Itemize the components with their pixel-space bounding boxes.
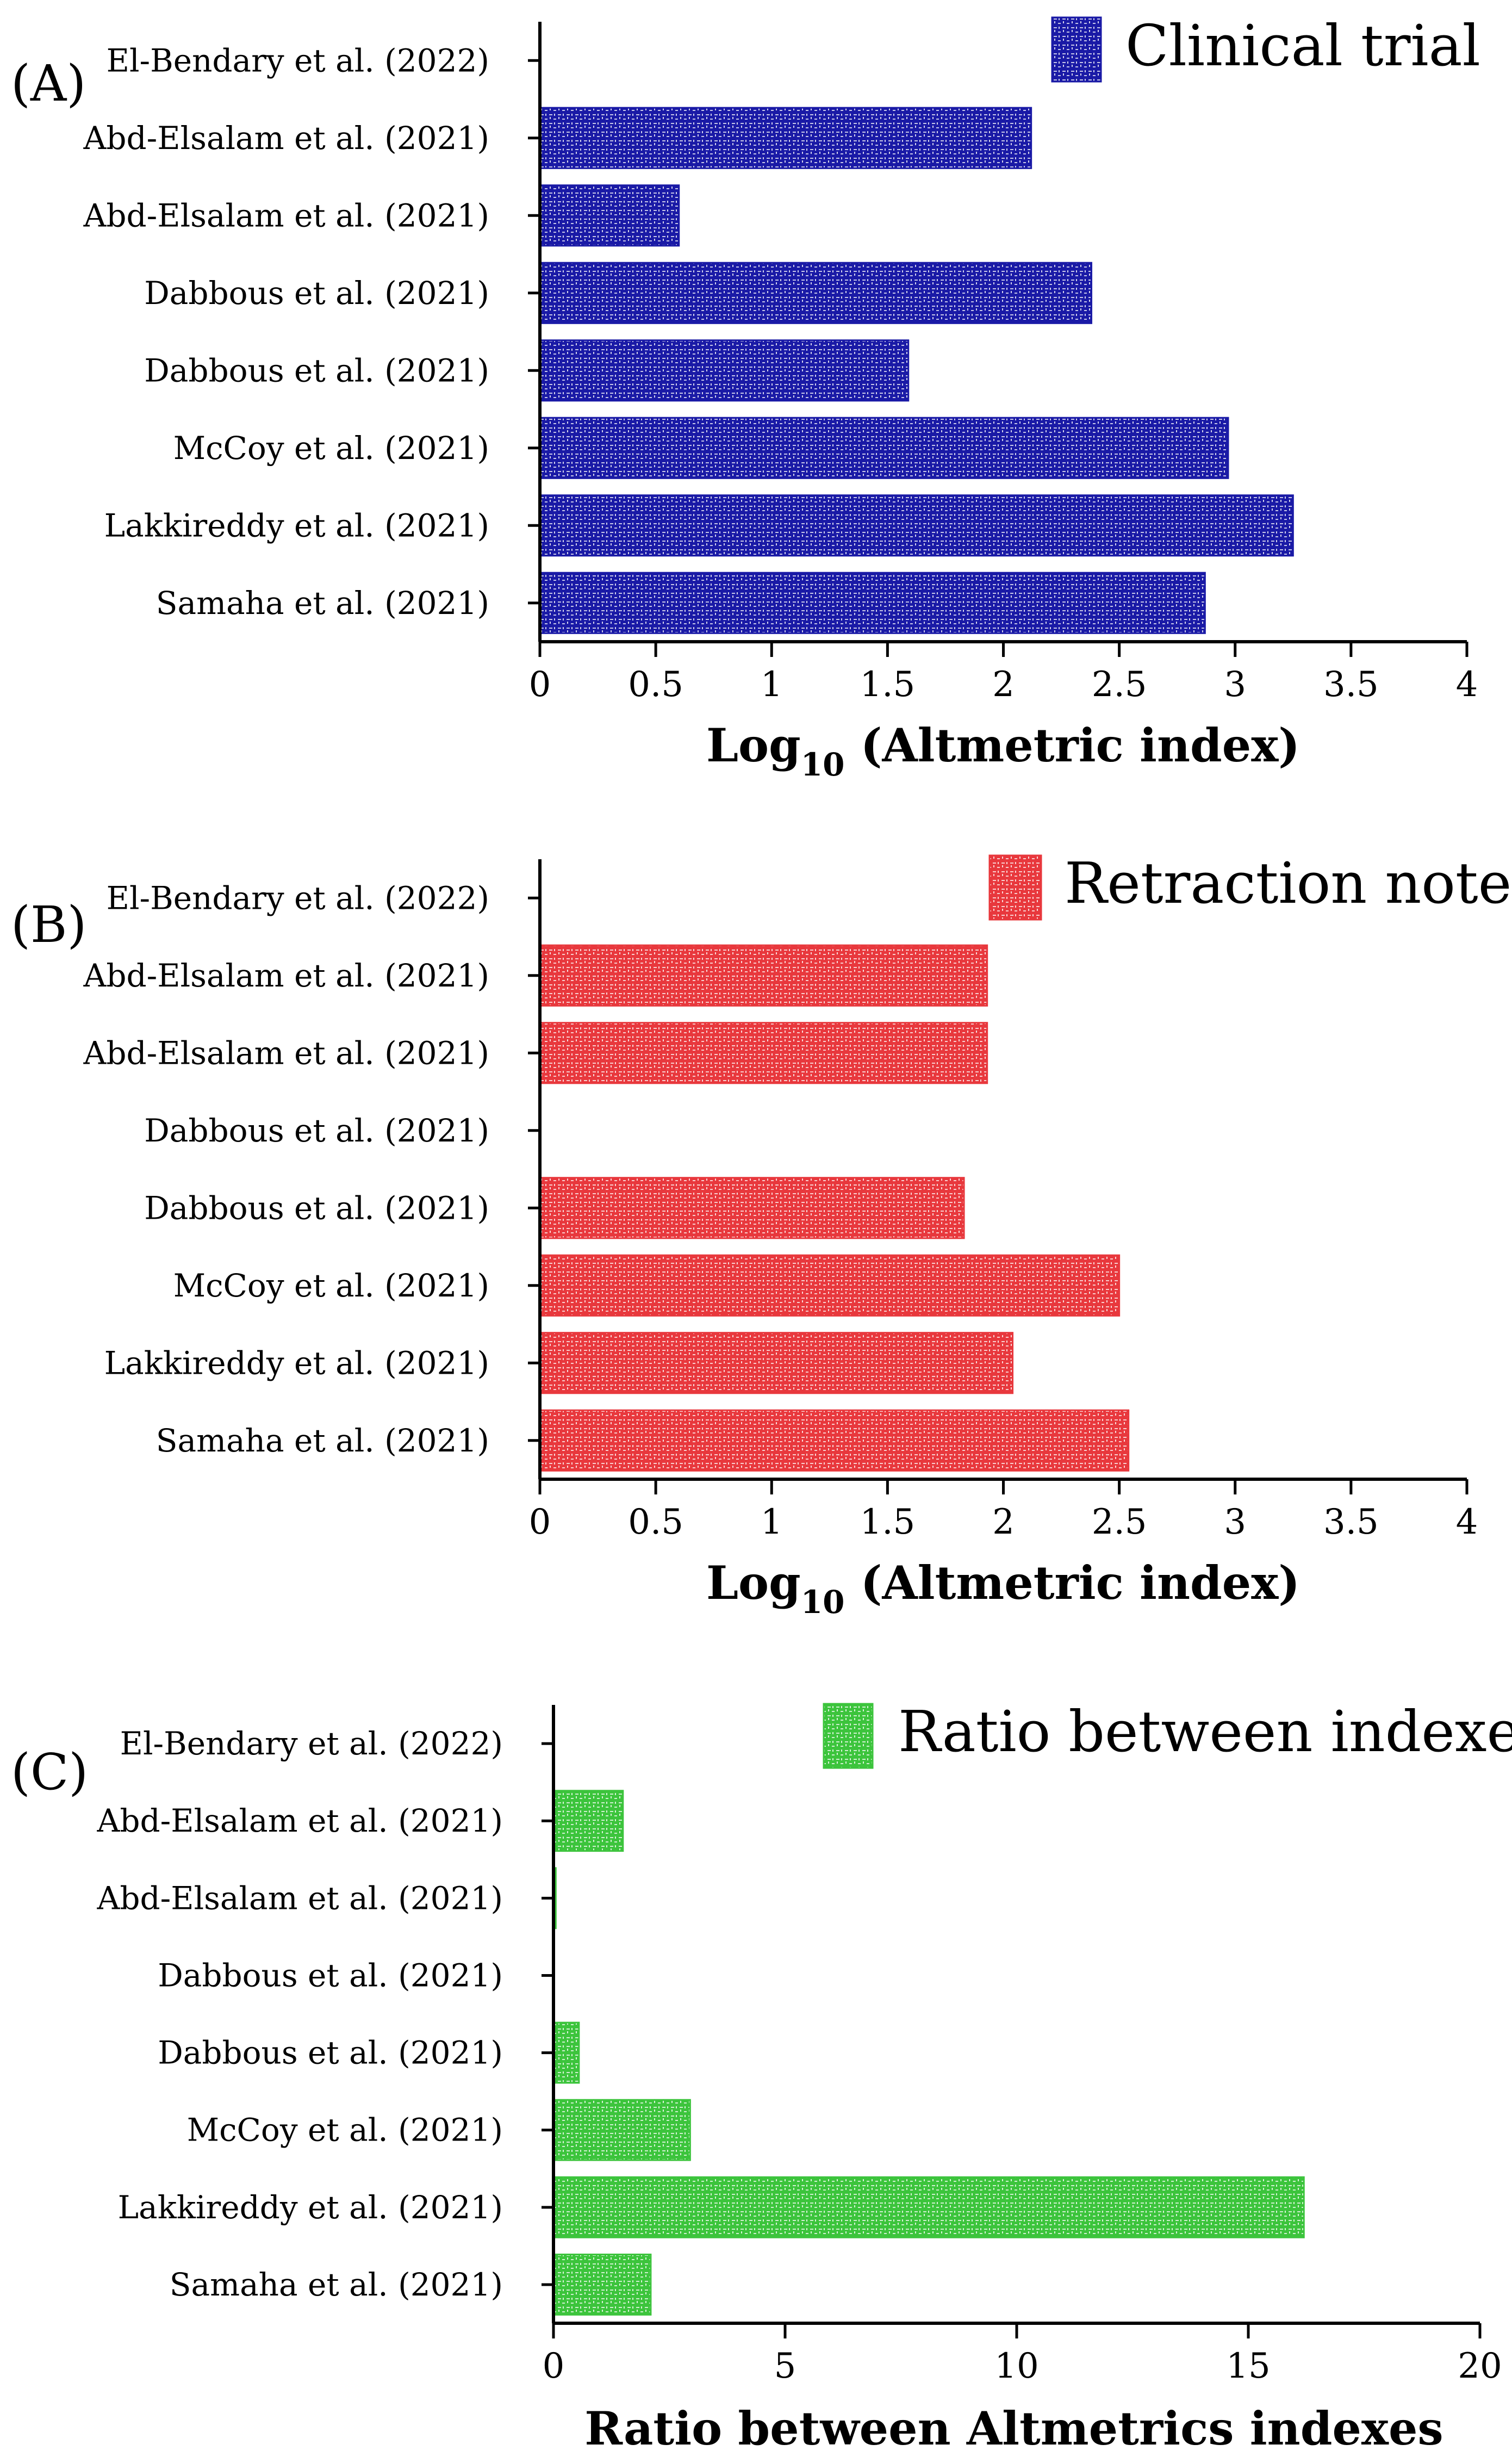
x-tick-label: 0 — [529, 665, 551, 705]
x-tick-label: 2.5 — [1092, 665, 1147, 705]
bar — [552, 2254, 652, 2316]
category-label: McCoy et al. (2021) — [173, 1267, 489, 1304]
legend-swatch — [823, 1703, 874, 1769]
x-tick-label: 0.5 — [628, 1502, 683, 1542]
category-label: Abd-Elsalam et al. (2021) — [83, 120, 489, 157]
legend-swatch — [988, 854, 1042, 921]
panel-label: (A) — [11, 54, 86, 113]
category-label: Dabbous et al. (2021) — [144, 1112, 489, 1149]
x-tick-label: 0 — [543, 2346, 565, 2386]
category-label: Dabbous et al. (2021) — [158, 1957, 503, 1994]
legend-label: Ratio between indexes — [898, 1698, 1512, 1765]
category-label: Abd-Elsalam et al. (2021) — [83, 957, 489, 994]
x-tick-label: 1 — [761, 665, 783, 705]
panel-c: (C) Ratio between indexes El-Bendary et … — [11, 1698, 1512, 2455]
x-tick-label: 1.5 — [860, 1502, 915, 1542]
bar — [552, 2099, 691, 2161]
category-label: Abd-Elsalam et al. (2021) — [97, 1802, 503, 1839]
bar — [539, 1177, 965, 1239]
x-axis-title: Log10 (Altmetric index) — [706, 1556, 1300, 1621]
panel-label: (B) — [11, 896, 86, 954]
x-tick-label: 4 — [1456, 665, 1478, 705]
bar — [539, 184, 680, 247]
x-tick-label: 0.5 — [628, 665, 683, 705]
x-tick-label: 1 — [761, 1502, 783, 1542]
bar — [539, 572, 1206, 634]
legend: Clinical trial — [1051, 13, 1480, 83]
bar — [552, 2176, 1305, 2238]
bar — [539, 944, 988, 1007]
bar — [552, 1790, 624, 1852]
x-tick-label: 0 — [529, 1502, 551, 1542]
x-tick-label: 15 — [1226, 2346, 1270, 2386]
bar — [539, 1409, 1130, 1472]
x-tick-label: 4 — [1456, 1502, 1478, 1542]
x-tick-label: 5 — [774, 2346, 797, 2386]
category-label: McCoy et al. (2021) — [173, 430, 489, 467]
category-label: Samaha et al. (2021) — [156, 585, 489, 622]
bar — [539, 262, 1092, 324]
legend: Retraction note — [988, 850, 1511, 921]
category-label: Lakkireddy et al. (2021) — [104, 1344, 489, 1381]
bar — [552, 2021, 580, 2084]
category-label: Samaha et al. (2021) — [170, 2266, 503, 2303]
panel-label: (C) — [11, 1743, 88, 1801]
x-tick-label: 20 — [1458, 2346, 1502, 2386]
category-label: Abd-Elsalam et al. (2021) — [83, 1034, 489, 1071]
category-label: Samaha et al. (2021) — [156, 1422, 489, 1459]
x-tick-label: 3 — [1224, 1502, 1246, 1542]
category-label: El-Bendary et al. (2022) — [107, 879, 489, 916]
category-label: Dabbous et al. (2021) — [144, 275, 489, 312]
x-axis-title: Log10 (Altmetric index) — [706, 718, 1300, 783]
x-axis-title: Ratio between Altmetrics indexes — [584, 2402, 1443, 2455]
x-tick-label: 3.5 — [1323, 1502, 1379, 1542]
bar — [539, 1254, 1121, 1317]
legend-label: Retraction note — [1065, 850, 1511, 916]
bar — [539, 107, 1032, 169]
bar — [539, 417, 1229, 479]
category-label: Lakkireddy et al. (2021) — [118, 2189, 503, 2226]
x-tick-label: 10 — [994, 2346, 1038, 2386]
panel-a: (A) Clinical trial El-Bendary et al. (20… — [11, 13, 1480, 783]
category-label: Dabbous et al. (2021) — [144, 1189, 489, 1226]
bar — [539, 1332, 1014, 1394]
x-tick-label: 1.5 — [860, 665, 915, 705]
category-label: Abd-Elsalam et al. (2021) — [97, 1879, 503, 1916]
category-label: El-Bendary et al. (2022) — [120, 1725, 503, 1762]
x-tick-label: 2 — [992, 665, 1015, 705]
category-label: McCoy et al. (2021) — [187, 2112, 503, 2149]
panel-b: (B) Retraction note El-Bendary et al. (2… — [11, 850, 1511, 1621]
bar — [539, 1022, 988, 1084]
x-tick-label: 2 — [992, 1502, 1015, 1542]
category-label: Dabbous et al. (2021) — [158, 2034, 503, 2071]
legend-label: Clinical trial — [1125, 13, 1480, 79]
x-tick-label: 2.5 — [1092, 1502, 1147, 1542]
category-label: El-Bendary et al. (2022) — [107, 42, 489, 79]
legend-swatch — [1051, 16, 1102, 83]
category-label: Dabbous et al. (2021) — [144, 352, 489, 389]
category-label: Lakkireddy et al. (2021) — [104, 507, 489, 544]
bar — [539, 494, 1294, 557]
category-label: Abd-Elsalam et al. (2021) — [83, 197, 489, 234]
bar — [539, 339, 910, 402]
x-tick-label: 3 — [1224, 665, 1246, 705]
legend: Ratio between indexes — [823, 1698, 1512, 1769]
x-tick-label: 3.5 — [1323, 665, 1379, 705]
